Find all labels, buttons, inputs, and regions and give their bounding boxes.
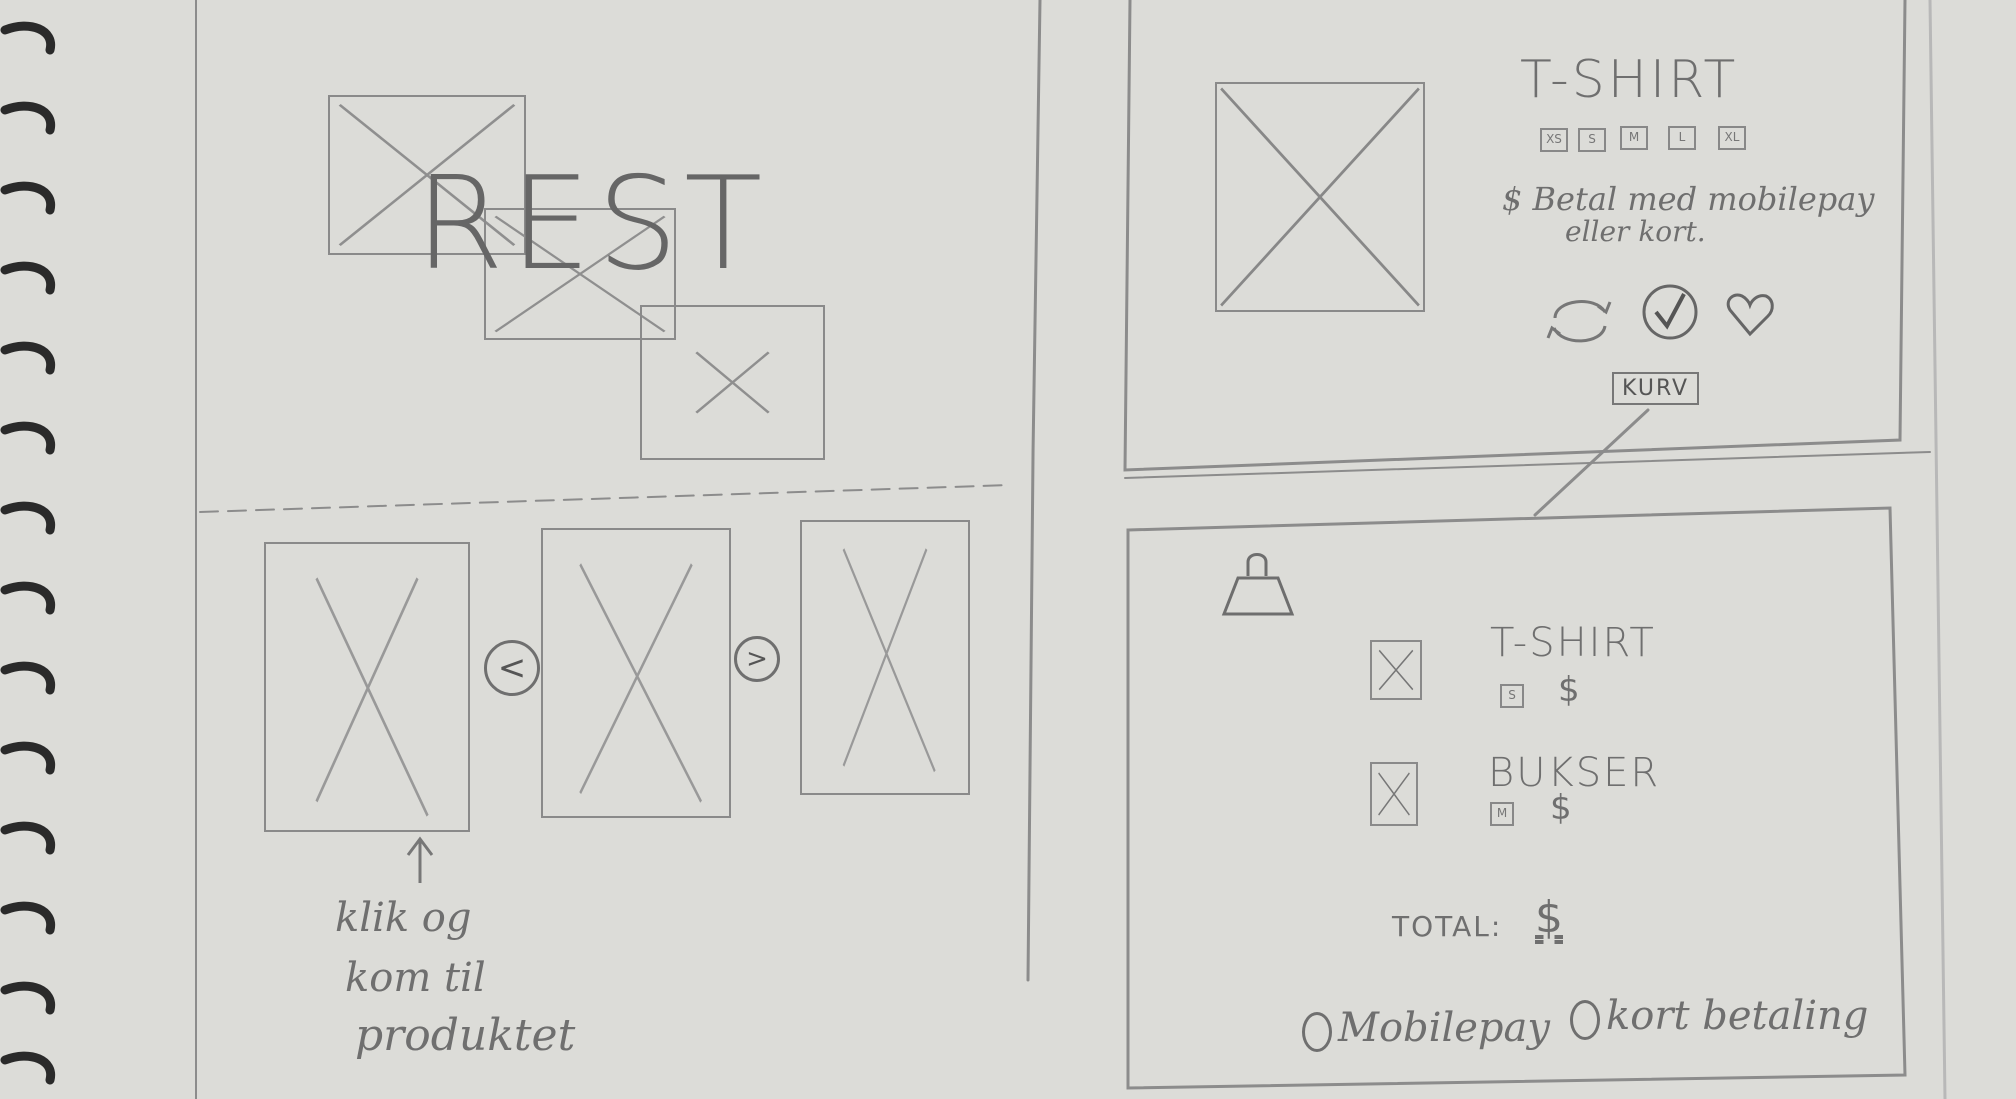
basket-bag-icon (1220, 548, 1300, 618)
payment-note-line: $ Betal med mobilepay (1502, 180, 1875, 218)
size-chip-xl[interactable]: XL (1718, 126, 1746, 150)
payment-option-label[interactable]: kort betaling (1606, 993, 1869, 1039)
carousel-annotation-line: kom til (345, 955, 486, 1001)
carousel-item[interactable] (541, 528, 731, 818)
size-chip-l[interactable]: L (1668, 126, 1696, 150)
logo-text: REST (415, 150, 769, 299)
size-chip-xs[interactable]: XS (1540, 128, 1568, 152)
carousel-annotation-line: klik og (335, 895, 472, 941)
carousel-next-button[interactable]: > (734, 636, 780, 682)
total-value: $ (1535, 892, 1563, 943)
check-icon[interactable] (1640, 282, 1700, 342)
heart-icon[interactable] (1724, 290, 1776, 338)
basket-item-size: S (1500, 684, 1524, 708)
carousel-annotation-line: produktet (355, 1010, 576, 1061)
basket-item-price: $ (1550, 788, 1572, 828)
refresh-icon[interactable] (1540, 290, 1620, 350)
product-image-placeholder (1215, 82, 1425, 312)
basket-item-name: T-SHIRT (1490, 620, 1656, 666)
hero-image-placeholder (640, 305, 825, 460)
basket-item-thumbnail (1370, 762, 1418, 826)
payment-radio-card[interactable] (1570, 1000, 1600, 1040)
size-chip-m[interactable]: M (1620, 126, 1648, 150)
basket-item-price: $ (1558, 670, 1580, 710)
payment-radio-mobilepay[interactable] (1302, 1012, 1332, 1052)
hero-image-placeholder (484, 208, 676, 340)
basket-item-name: BUKSER (1488, 750, 1661, 796)
carousel-item[interactable] (800, 520, 970, 795)
carousel-item[interactable] (264, 542, 470, 832)
basket-item-thumbnail (1370, 640, 1422, 700)
basket-item-size: M (1490, 802, 1514, 826)
payment-option-label[interactable]: Mobilepay (1338, 1005, 1550, 1051)
size-chip-s[interactable]: S (1578, 128, 1606, 152)
arrow-up-icon (400, 835, 440, 885)
carousel-prev-button[interactable]: < (484, 640, 540, 696)
basket-button[interactable]: KURV (1612, 372, 1700, 405)
product-title: T-SHIRT (1520, 50, 1739, 110)
payment-note-line: eller kort. (1565, 215, 1706, 248)
total-label: TOTAL: (1392, 910, 1503, 943)
